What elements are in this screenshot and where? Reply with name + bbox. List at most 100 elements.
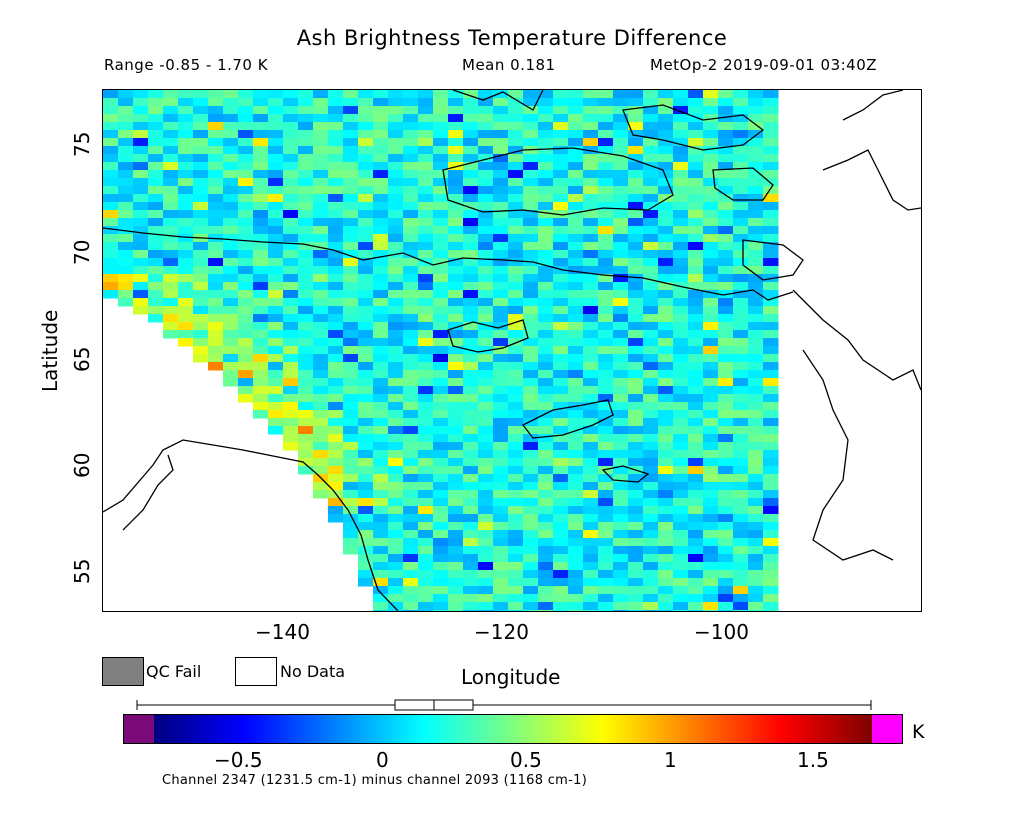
swath-cell — [448, 138, 464, 147]
swath-cell — [568, 170, 584, 179]
swath-cell — [643, 282, 659, 291]
swath-cell — [718, 322, 734, 331]
swath-cell — [688, 554, 704, 563]
swath-cell — [703, 202, 719, 211]
swath-cell — [448, 218, 464, 227]
swath-cell — [613, 362, 629, 371]
swath-cell — [283, 442, 299, 451]
swath-cell — [388, 466, 404, 475]
swath-cell — [403, 178, 419, 187]
swath-cell — [268, 298, 284, 307]
swath-cell — [673, 314, 689, 323]
swath-cell — [658, 402, 674, 411]
swath-cell — [583, 186, 599, 195]
swath-cell — [493, 90, 509, 99]
swath-cell — [703, 434, 719, 443]
swath-cell — [553, 394, 569, 403]
swath-cell — [673, 586, 689, 595]
swath-cell — [733, 426, 749, 435]
swath-cell — [403, 610, 419, 611]
swath-cell — [313, 490, 329, 499]
swath-cell — [703, 226, 719, 235]
swath-cell — [433, 538, 449, 547]
swath-cell — [478, 610, 494, 611]
swath-cell — [388, 146, 404, 155]
swath-cell — [748, 314, 764, 323]
swath-cell — [268, 274, 284, 283]
swath-cell — [613, 610, 629, 611]
swath-cell — [433, 162, 449, 171]
swath-cell — [523, 362, 539, 371]
swath-cell — [628, 610, 644, 611]
lake-athabasca — [601, 465, 650, 483]
swath-cell — [403, 98, 419, 107]
swath-cell — [388, 210, 404, 219]
swath-cell — [433, 274, 449, 283]
swath-cell — [523, 514, 539, 523]
swath-cell — [643, 114, 659, 123]
swath-cell — [508, 522, 524, 531]
swath-cell — [523, 210, 539, 219]
swath-cell — [658, 450, 674, 459]
swath-cell — [583, 578, 599, 587]
swath-cell — [253, 210, 269, 219]
swath-cell — [718, 178, 734, 187]
swath-cell — [643, 218, 659, 227]
swath-cell — [568, 306, 584, 315]
swath-cell — [688, 130, 704, 139]
swath-cell — [673, 602, 689, 611]
swath-cell — [358, 362, 374, 371]
swath-cell — [733, 146, 749, 155]
swath-cell — [598, 146, 614, 155]
swath-cell — [283, 426, 299, 435]
swath-cell — [598, 266, 614, 275]
swath-cell — [493, 314, 509, 323]
swath-cell — [538, 306, 554, 315]
swath-cell — [343, 306, 359, 315]
swath-cell — [478, 530, 494, 539]
swath-cell — [148, 178, 164, 187]
swath-cell — [163, 130, 179, 139]
swath-cell — [178, 234, 194, 243]
swath-cell — [733, 594, 749, 603]
swath-cell — [448, 106, 464, 115]
colorbar — [123, 714, 903, 744]
swath-cell — [703, 594, 719, 603]
swath-cell — [763, 442, 779, 451]
swath-cell — [703, 106, 719, 115]
swath-cell — [403, 362, 419, 371]
swath-cell — [703, 130, 719, 139]
swath-cell — [463, 418, 479, 427]
swath-cell — [643, 442, 659, 451]
swath-cell — [358, 538, 374, 547]
swath-cell — [598, 498, 614, 507]
swath-cell — [163, 266, 179, 275]
swath-cell — [478, 570, 494, 579]
swath-cell — [733, 386, 749, 395]
island-north-2 — [712, 167, 774, 201]
swath-cell — [763, 162, 779, 171]
swath-cell — [208, 282, 224, 291]
swath-cell — [448, 530, 464, 539]
swath-cell — [298, 250, 314, 259]
swath-cell — [433, 322, 449, 331]
swath-cell — [418, 346, 434, 355]
swath-cell — [568, 522, 584, 531]
swath-cell — [238, 314, 254, 323]
swath-cell — [313, 162, 329, 171]
swath-cell — [448, 498, 464, 507]
swath-cell — [733, 90, 749, 99]
swath-cell — [748, 170, 764, 179]
swath-cell — [523, 202, 539, 211]
swath-cell — [688, 146, 704, 155]
swath-cell — [433, 442, 449, 451]
swath-cell — [418, 338, 434, 347]
swath-cell — [358, 178, 374, 187]
swath-cell — [493, 442, 509, 451]
swath-cell — [508, 410, 524, 419]
swath-cell — [658, 154, 674, 163]
swath-cell — [583, 114, 599, 123]
swath-cell — [598, 410, 614, 419]
swath-cell — [118, 154, 134, 163]
swath-cell — [478, 378, 494, 387]
